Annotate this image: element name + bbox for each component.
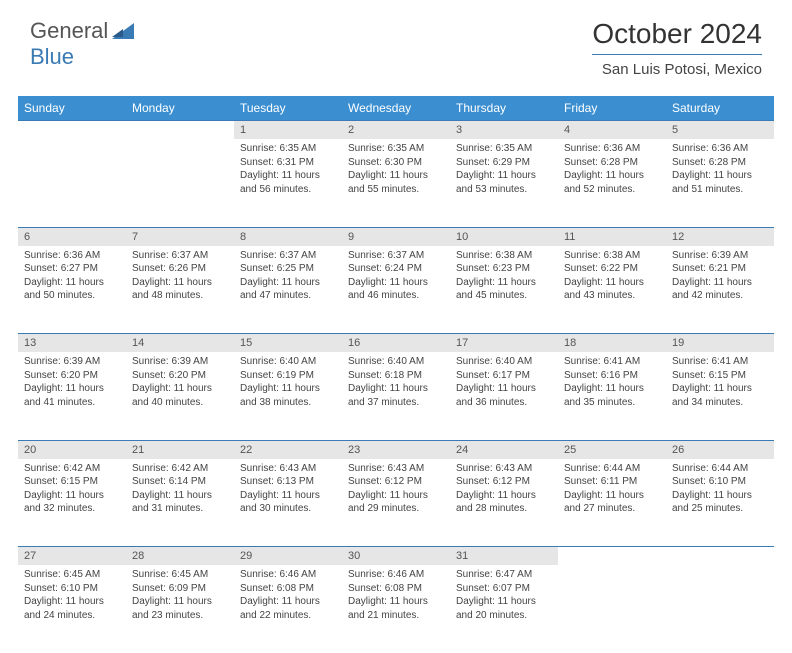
day-number-cell: 30 — [342, 547, 450, 566]
day-number-cell: 25 — [558, 440, 666, 459]
day-number-cell: 9 — [342, 227, 450, 246]
day-number-cell: 3 — [450, 121, 558, 140]
weekday-header: Friday — [558, 96, 666, 121]
day-content-cell: Sunrise: 6:35 AMSunset: 6:29 PMDaylight:… — [450, 139, 558, 227]
day-number-cell — [126, 121, 234, 140]
logo-first: General — [30, 18, 108, 44]
day-content-cell: Sunrise: 6:38 AMSunset: 6:22 PMDaylight:… — [558, 246, 666, 334]
day-content-cell: Sunrise: 6:43 AMSunset: 6:13 PMDaylight:… — [234, 459, 342, 547]
weekday-header: Saturday — [666, 96, 774, 121]
day-number-cell: 1 — [234, 121, 342, 140]
day-content-cell: Sunrise: 6:36 AMSunset: 6:27 PMDaylight:… — [18, 246, 126, 334]
day-content-row: Sunrise: 6:42 AMSunset: 6:15 PMDaylight:… — [18, 459, 774, 547]
day-number-cell: 24 — [450, 440, 558, 459]
day-number-cell — [558, 547, 666, 566]
weekday-header-row: SundayMondayTuesdayWednesdayThursdayFrid… — [18, 96, 774, 121]
logo-triangle-icon — [112, 23, 134, 39]
day-content-row: Sunrise: 6:45 AMSunset: 6:10 PMDaylight:… — [18, 565, 774, 653]
day-content-cell: Sunrise: 6:40 AMSunset: 6:18 PMDaylight:… — [342, 352, 450, 440]
day-number-cell: 20 — [18, 440, 126, 459]
day-number-cell: 11 — [558, 227, 666, 246]
day-content-cell — [558, 565, 666, 653]
day-number-cell: 2 — [342, 121, 450, 140]
title-block: October 2024 San Luis Potosi, Mexico — [592, 18, 762, 78]
day-content-cell: Sunrise: 6:36 AMSunset: 6:28 PMDaylight:… — [558, 139, 666, 227]
day-number-cell: 28 — [126, 547, 234, 566]
day-number-cell — [18, 121, 126, 140]
weekday-header: Sunday — [18, 96, 126, 121]
day-content-row: Sunrise: 6:36 AMSunset: 6:27 PMDaylight:… — [18, 246, 774, 334]
day-number-row: 13141516171819 — [18, 334, 774, 353]
day-number-row: 2728293031 — [18, 547, 774, 566]
day-content-cell: Sunrise: 6:39 AMSunset: 6:20 PMDaylight:… — [126, 352, 234, 440]
day-number-cell: 27 — [18, 547, 126, 566]
day-content-cell: Sunrise: 6:35 AMSunset: 6:31 PMDaylight:… — [234, 139, 342, 227]
day-number-cell: 19 — [666, 334, 774, 353]
page-subtitle: San Luis Potosi, Mexico — [592, 61, 762, 78]
day-number-cell: 16 — [342, 334, 450, 353]
day-content-cell: Sunrise: 6:36 AMSunset: 6:28 PMDaylight:… — [666, 139, 774, 227]
day-content-cell: Sunrise: 6:37 AMSunset: 6:25 PMDaylight:… — [234, 246, 342, 334]
day-content-cell — [18, 139, 126, 227]
day-content-cell: Sunrise: 6:43 AMSunset: 6:12 PMDaylight:… — [450, 459, 558, 547]
day-content-cell: Sunrise: 6:46 AMSunset: 6:08 PMDaylight:… — [342, 565, 450, 653]
day-number-cell: 5 — [666, 121, 774, 140]
logo-second: Blue — [30, 44, 74, 69]
day-number-cell: 14 — [126, 334, 234, 353]
day-content-cell: Sunrise: 6:44 AMSunset: 6:11 PMDaylight:… — [558, 459, 666, 547]
day-number-cell: 6 — [18, 227, 126, 246]
day-number-cell: 13 — [18, 334, 126, 353]
day-content-cell: Sunrise: 6:45 AMSunset: 6:10 PMDaylight:… — [18, 565, 126, 653]
page-title: October 2024 — [592, 18, 762, 50]
day-content-cell: Sunrise: 6:41 AMSunset: 6:16 PMDaylight:… — [558, 352, 666, 440]
day-content-cell: Sunrise: 6:46 AMSunset: 6:08 PMDaylight:… — [234, 565, 342, 653]
day-number-cell: 10 — [450, 227, 558, 246]
weekday-header: Monday — [126, 96, 234, 121]
day-content-cell — [666, 565, 774, 653]
day-number-cell: 15 — [234, 334, 342, 353]
day-content-cell: Sunrise: 6:39 AMSunset: 6:20 PMDaylight:… — [18, 352, 126, 440]
day-number-row: 12345 — [18, 121, 774, 140]
logo: General — [30, 18, 138, 44]
day-content-row: Sunrise: 6:39 AMSunset: 6:20 PMDaylight:… — [18, 352, 774, 440]
day-number-cell: 17 — [450, 334, 558, 353]
day-content-cell: Sunrise: 6:35 AMSunset: 6:30 PMDaylight:… — [342, 139, 450, 227]
day-number-cell — [666, 547, 774, 566]
day-number-cell: 29 — [234, 547, 342, 566]
day-content-cell: Sunrise: 6:44 AMSunset: 6:10 PMDaylight:… — [666, 459, 774, 547]
day-content-cell: Sunrise: 6:45 AMSunset: 6:09 PMDaylight:… — [126, 565, 234, 653]
day-number-row: 20212223242526 — [18, 440, 774, 459]
day-number-row: 6789101112 — [18, 227, 774, 246]
weekday-header: Wednesday — [342, 96, 450, 121]
day-content-cell: Sunrise: 6:37 AMSunset: 6:26 PMDaylight:… — [126, 246, 234, 334]
day-content-cell: Sunrise: 6:42 AMSunset: 6:15 PMDaylight:… — [18, 459, 126, 547]
day-content-cell: Sunrise: 6:42 AMSunset: 6:14 PMDaylight:… — [126, 459, 234, 547]
day-content-row: Sunrise: 6:35 AMSunset: 6:31 PMDaylight:… — [18, 139, 774, 227]
weekday-header: Tuesday — [234, 96, 342, 121]
day-content-cell: Sunrise: 6:38 AMSunset: 6:23 PMDaylight:… — [450, 246, 558, 334]
weekday-header: Thursday — [450, 96, 558, 121]
day-number-cell: 7 — [126, 227, 234, 246]
day-content-cell: Sunrise: 6:40 AMSunset: 6:17 PMDaylight:… — [450, 352, 558, 440]
day-content-cell: Sunrise: 6:37 AMSunset: 6:24 PMDaylight:… — [342, 246, 450, 334]
day-content-cell: Sunrise: 6:47 AMSunset: 6:07 PMDaylight:… — [450, 565, 558, 653]
calendar-table: SundayMondayTuesdayWednesdayThursdayFrid… — [18, 96, 774, 653]
header: General October 2024 San Luis Potosi, Me… — [0, 0, 792, 86]
day-number-cell: 21 — [126, 440, 234, 459]
day-content-cell: Sunrise: 6:43 AMSunset: 6:12 PMDaylight:… — [342, 459, 450, 547]
day-content-cell: Sunrise: 6:39 AMSunset: 6:21 PMDaylight:… — [666, 246, 774, 334]
day-number-cell: 12 — [666, 227, 774, 246]
day-content-cell: Sunrise: 6:40 AMSunset: 6:19 PMDaylight:… — [234, 352, 342, 440]
day-number-cell: 8 — [234, 227, 342, 246]
day-number-cell: 31 — [450, 547, 558, 566]
day-number-cell: 26 — [666, 440, 774, 459]
day-number-cell: 22 — [234, 440, 342, 459]
day-number-cell: 23 — [342, 440, 450, 459]
day-content-cell: Sunrise: 6:41 AMSunset: 6:15 PMDaylight:… — [666, 352, 774, 440]
day-content-cell — [126, 139, 234, 227]
title-divider — [592, 54, 762, 55]
day-number-cell: 18 — [558, 334, 666, 353]
day-number-cell: 4 — [558, 121, 666, 140]
